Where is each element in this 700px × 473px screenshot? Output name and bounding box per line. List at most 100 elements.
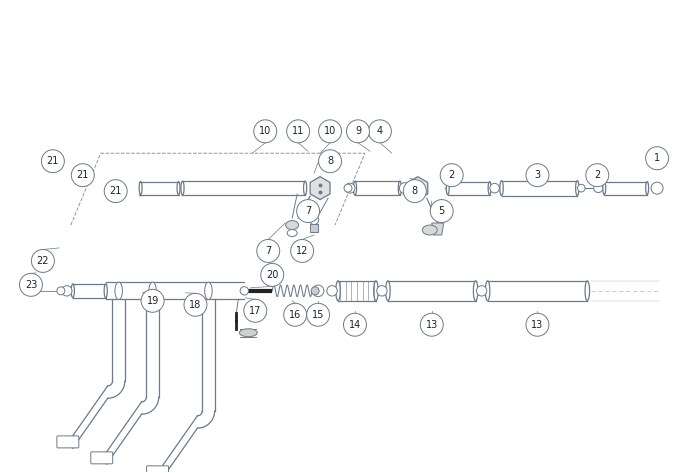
Circle shape xyxy=(651,182,663,194)
Ellipse shape xyxy=(239,329,258,337)
Ellipse shape xyxy=(336,281,340,301)
Text: 2: 2 xyxy=(449,170,455,180)
Ellipse shape xyxy=(422,225,438,235)
Text: 20: 20 xyxy=(266,270,279,280)
Text: 13: 13 xyxy=(531,320,544,330)
Circle shape xyxy=(254,120,276,143)
Ellipse shape xyxy=(488,182,491,194)
Circle shape xyxy=(257,239,280,263)
Ellipse shape xyxy=(398,181,401,195)
Circle shape xyxy=(104,180,127,202)
Circle shape xyxy=(377,286,387,296)
Ellipse shape xyxy=(204,282,212,299)
Text: 12: 12 xyxy=(296,246,308,256)
Ellipse shape xyxy=(304,181,307,195)
Circle shape xyxy=(184,293,207,316)
Circle shape xyxy=(284,303,307,326)
Ellipse shape xyxy=(575,181,579,196)
Circle shape xyxy=(41,150,64,173)
Text: 5: 5 xyxy=(439,206,445,216)
Circle shape xyxy=(244,299,267,322)
Circle shape xyxy=(57,287,65,295)
Ellipse shape xyxy=(71,284,74,298)
Text: 23: 23 xyxy=(25,280,37,290)
Ellipse shape xyxy=(645,182,649,194)
Circle shape xyxy=(346,120,370,143)
Circle shape xyxy=(318,150,342,173)
Ellipse shape xyxy=(105,452,108,464)
Circle shape xyxy=(20,273,43,296)
Circle shape xyxy=(312,285,324,297)
Circle shape xyxy=(526,313,549,336)
Text: 8: 8 xyxy=(327,156,333,166)
Ellipse shape xyxy=(104,284,107,298)
Text: 19: 19 xyxy=(146,296,159,306)
Text: 17: 17 xyxy=(249,306,262,316)
Circle shape xyxy=(430,200,453,222)
Circle shape xyxy=(440,164,463,187)
Text: 11: 11 xyxy=(292,126,304,136)
Circle shape xyxy=(344,184,352,192)
Circle shape xyxy=(62,286,72,296)
Ellipse shape xyxy=(447,182,449,194)
Polygon shape xyxy=(310,224,318,232)
Ellipse shape xyxy=(585,281,589,301)
Ellipse shape xyxy=(287,229,298,236)
Text: 21: 21 xyxy=(109,186,122,196)
Circle shape xyxy=(368,120,391,143)
Circle shape xyxy=(307,303,330,326)
Circle shape xyxy=(526,164,549,187)
Circle shape xyxy=(400,183,410,193)
Ellipse shape xyxy=(374,281,378,301)
Text: 21: 21 xyxy=(47,156,59,166)
FancyBboxPatch shape xyxy=(91,452,113,464)
Text: 8: 8 xyxy=(412,186,418,196)
Circle shape xyxy=(344,313,367,336)
Ellipse shape xyxy=(177,182,180,194)
Ellipse shape xyxy=(161,465,164,473)
Ellipse shape xyxy=(115,282,122,299)
Circle shape xyxy=(420,313,443,336)
Text: 3: 3 xyxy=(534,170,540,180)
Text: 9: 9 xyxy=(355,126,361,136)
Circle shape xyxy=(32,249,55,272)
FancyBboxPatch shape xyxy=(57,436,79,448)
Ellipse shape xyxy=(71,436,74,448)
Circle shape xyxy=(477,286,486,296)
Ellipse shape xyxy=(386,281,390,301)
Circle shape xyxy=(318,120,342,143)
Text: 15: 15 xyxy=(312,310,324,320)
Circle shape xyxy=(309,216,318,225)
Circle shape xyxy=(141,289,164,312)
Circle shape xyxy=(261,263,284,286)
Text: 1: 1 xyxy=(654,153,660,163)
Circle shape xyxy=(297,200,320,222)
Circle shape xyxy=(240,287,248,295)
Polygon shape xyxy=(310,177,330,200)
Text: 7: 7 xyxy=(305,206,312,216)
FancyBboxPatch shape xyxy=(146,466,169,473)
Circle shape xyxy=(311,287,319,295)
Ellipse shape xyxy=(500,181,503,196)
Text: 10: 10 xyxy=(259,126,272,136)
Ellipse shape xyxy=(354,181,356,195)
Ellipse shape xyxy=(286,220,299,229)
Circle shape xyxy=(645,147,668,170)
Text: 10: 10 xyxy=(324,126,336,136)
Ellipse shape xyxy=(473,281,478,301)
Circle shape xyxy=(490,184,499,193)
Circle shape xyxy=(327,286,337,296)
Text: 21: 21 xyxy=(76,170,89,180)
Text: 14: 14 xyxy=(349,320,361,330)
Circle shape xyxy=(594,184,603,193)
Circle shape xyxy=(290,239,314,263)
Text: 22: 22 xyxy=(36,256,49,266)
Circle shape xyxy=(71,164,94,187)
Text: 16: 16 xyxy=(289,310,301,320)
Circle shape xyxy=(287,120,309,143)
Ellipse shape xyxy=(603,182,606,194)
Ellipse shape xyxy=(181,181,184,195)
Polygon shape xyxy=(432,223,444,235)
Circle shape xyxy=(33,288,39,294)
Ellipse shape xyxy=(149,282,156,299)
